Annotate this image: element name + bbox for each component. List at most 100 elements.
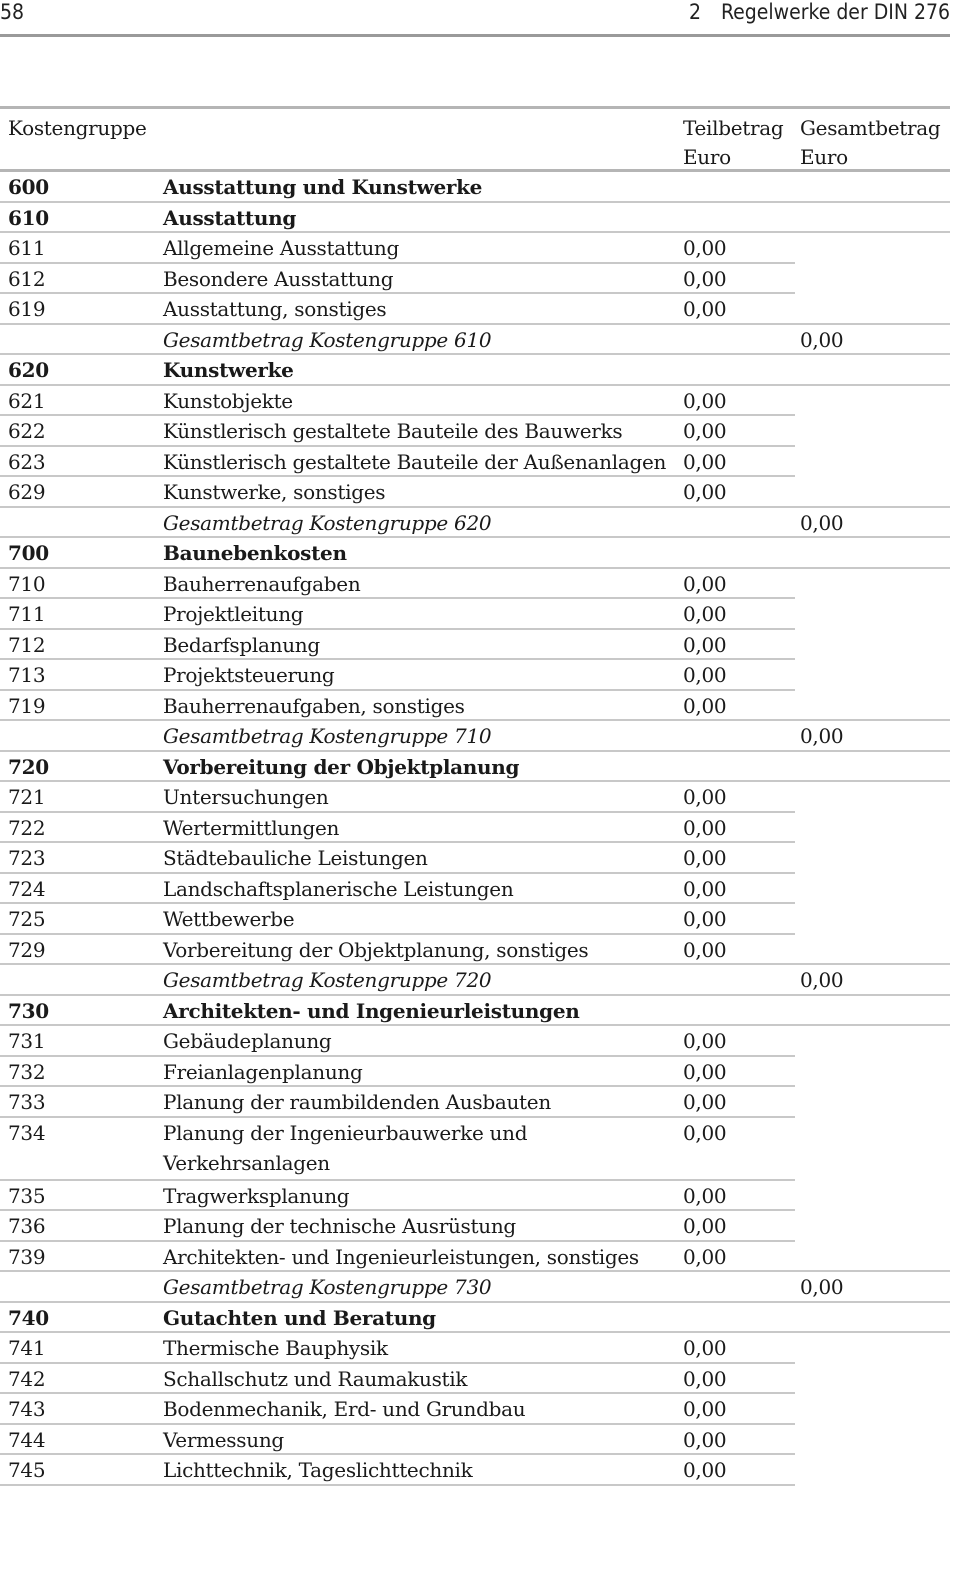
cost-group-code: 741 — [8, 1336, 46, 1360]
table-row: 629 Kunstwerke, sonstiges 0,00 — [0, 477, 950, 508]
cost-group-label: Gesamtbetrag Kostengruppe 730 — [163, 1272, 492, 1302]
col-teilbetrag: Teilbetrag Euro — [683, 114, 784, 172]
row-divider — [0, 1054, 795, 1057]
group-row: 730 Architekten- und Ingenieurleistungen — [0, 996, 950, 1026]
label-line: Verkehrsanlagen — [163, 1150, 330, 1175]
label-line: Bedarfsplanung — [163, 632, 320, 657]
table-body: 600 Ausstattung und Kunstwerke 610 Ausstatt… — [0, 172, 950, 1486]
cost-group-label: Städtebauliche Leistungen — [163, 843, 428, 873]
teilbetrag-value: 0,00 — [683, 1336, 727, 1360]
table-row: 612 Besondere Ausstattung 0,00 — [0, 264, 950, 294]
cost-group-label: Gesamtbetrag Kostengruppe 620 — [163, 508, 492, 538]
group-row: 700 Baunebenkosten — [0, 538, 950, 569]
total-row: Gesamtbetrag Kostengruppe 620 0,00 — [0, 508, 950, 538]
row-divider — [0, 414, 795, 416]
label-line: Bauherrenaufgaben, sonstiges — [163, 693, 465, 718]
label-line: Gesamtbetrag Kostengruppe 620 — [163, 510, 492, 535]
row-divider — [0, 1361, 795, 1364]
cost-group-label: Gesamtbetrag Kostengruppe 710 — [163, 721, 492, 751]
running-header: 58 2 Regelwerke der DIN 276 — [0, 0, 950, 36]
table-row: 713 Projektsteuerung 0,00 — [0, 660, 950, 691]
row-divider — [0, 292, 795, 294]
cost-group-code: 732 — [8, 1059, 46, 1084]
cost-group-label: Ausstattung und Kunstwerke — [163, 172, 482, 202]
cost-group-code: 622 — [8, 419, 46, 443]
cost-group-label: Gesamtbetrag Kostengruppe 720 — [163, 965, 492, 995]
row-divider — [0, 1453, 795, 1455]
cost-group-label: Bauherrenaufgaben, sonstiges — [163, 691, 465, 721]
cost-group-label: Projektsteuerung — [163, 660, 335, 690]
cost-group-label: Wertermittlungen — [163, 813, 339, 843]
label-line: Architekten- und Ingenieurleistungen, so… — [163, 1244, 639, 1269]
group-row: 740 Gutachten und Beratung — [0, 1303, 950, 1333]
cost-group-label: Künstlerisch gestaltete Bauteile des Bau… — [163, 416, 623, 446]
label-line: Allgemeine Ausstattung — [163, 236, 399, 260]
table-row: 735 Tragwerksplanung 0,00 — [0, 1181, 950, 1211]
total-row: Gesamtbetrag Kostengruppe 720 0,00 — [0, 965, 950, 996]
cost-group-code: 711 — [8, 602, 46, 626]
row-divider — [0, 841, 795, 843]
teilbetrag-value: 0,00 — [683, 480, 727, 504]
cost-group-label: Tragwerksplanung — [163, 1181, 350, 1211]
col-teilbetrag-label: Teilbetrag — [683, 116, 784, 140]
row-divider — [0, 1422, 795, 1425]
cost-group-code: 734 — [8, 1120, 46, 1145]
total-row: Gesamtbetrag Kostengruppe 610 0,00 — [0, 325, 950, 355]
header-rule — [0, 34, 950, 37]
teilbetrag-value: 0,00 — [683, 1090, 727, 1114]
row-divider — [0, 993, 950, 996]
row-divider — [0, 1483, 795, 1486]
cost-group-label: Kunstobjekte — [163, 386, 293, 416]
cost-table: Kostengruppe Teilbetrag Euro Gesamtbetrag… — [0, 106, 950, 1486]
table-row: 742 Schallschutz und Raumakustik 0,00 — [0, 1364, 950, 1394]
cost-group-label: Lichttechnik, Tageslichttechnik — [163, 1455, 473, 1485]
teilbetrag-value: 0,00 — [683, 1214, 727, 1238]
row-divider — [0, 1270, 950, 1272]
cost-group-code: 745 — [8, 1458, 46, 1482]
teilbetrag-value: 0,00 — [683, 236, 727, 260]
teilbetrag-value: 0,00 — [683, 907, 727, 931]
row-divider — [0, 231, 950, 233]
table-header: Kostengruppe Teilbetrag Euro Gesamtbetrag… — [0, 106, 950, 172]
cost-group-code: 721 — [8, 785, 46, 809]
cost-group-label: Untersuchungen — [163, 782, 329, 812]
teilbetrag-value: 0,00 — [683, 1427, 727, 1452]
label-line: Lichttechnik, Tageslichttechnik — [163, 1458, 473, 1482]
cost-group-label: Besondere Ausstattung — [163, 264, 394, 294]
cost-group-label: Planung der Ingenieurbauwerke und Verkehr… — [163, 1118, 528, 1178]
table-row: 623 Künstlerisch gestaltete Bauteile der … — [0, 447, 950, 477]
label-line: Künstlerisch gestaltete Bauteile des Bau… — [163, 419, 623, 443]
page-number: 58 — [0, 0, 25, 24]
table-row: 711 Projektleitung 0,00 — [0, 599, 950, 630]
row-divider — [0, 200, 950, 203]
teilbetrag-value: 0,00 — [683, 297, 727, 321]
row-divider — [0, 780, 950, 782]
teilbetrag-value: 0,00 — [683, 571, 727, 596]
cost-group-code: 725 — [8, 907, 46, 931]
label-line: Wertermittlungen — [163, 815, 340, 840]
label-line: Gesamtbetrag Kostengruppe 720 — [163, 968, 492, 992]
label-line: Besondere Ausstattung — [163, 266, 394, 291]
teilbetrag-value: 0,00 — [683, 1244, 727, 1269]
row-divider — [0, 1085, 795, 1087]
cost-group-code: 710 — [8, 571, 46, 596]
label-line: Projektsteuerung — [163, 663, 335, 687]
teilbetrag-value: 0,00 — [683, 419, 727, 443]
label-line: Schallschutz und Raumakustik — [163, 1366, 468, 1391]
table-row: 723 Städtebauliche Leistungen 0,00 — [0, 843, 950, 874]
row-divider — [0, 383, 950, 386]
row-divider — [0, 719, 950, 721]
table-row: 719 Bauherrenaufgaben, sonstiges 0,00 — [0, 691, 950, 721]
table-row: 622 Künstlerisch gestaltete Bauteile des … — [0, 416, 950, 447]
table-row: 721 Untersuchungen 0,00 — [0, 782, 950, 813]
col-gesamtbetrag-unit: Euro — [800, 145, 848, 169]
cost-group-label: Gebäudeplanung — [163, 1026, 332, 1056]
cost-group-code: 723 — [8, 846, 46, 870]
label-line: Gesamtbetrag Kostengruppe 730 — [163, 1275, 492, 1299]
cost-group-label: Baunebenkosten — [163, 538, 347, 568]
teilbetrag-value: 0,00 — [683, 1458, 727, 1482]
label-line: Künstlerisch gestaltete Bauteile der Auß… — [163, 449, 667, 474]
cost-group-code: 620 — [8, 358, 49, 382]
label-line: Vorbereitung der Objektplanung, sonstige… — [163, 937, 589, 962]
table-row: 744 Vermessung 0,00 — [0, 1425, 950, 1455]
